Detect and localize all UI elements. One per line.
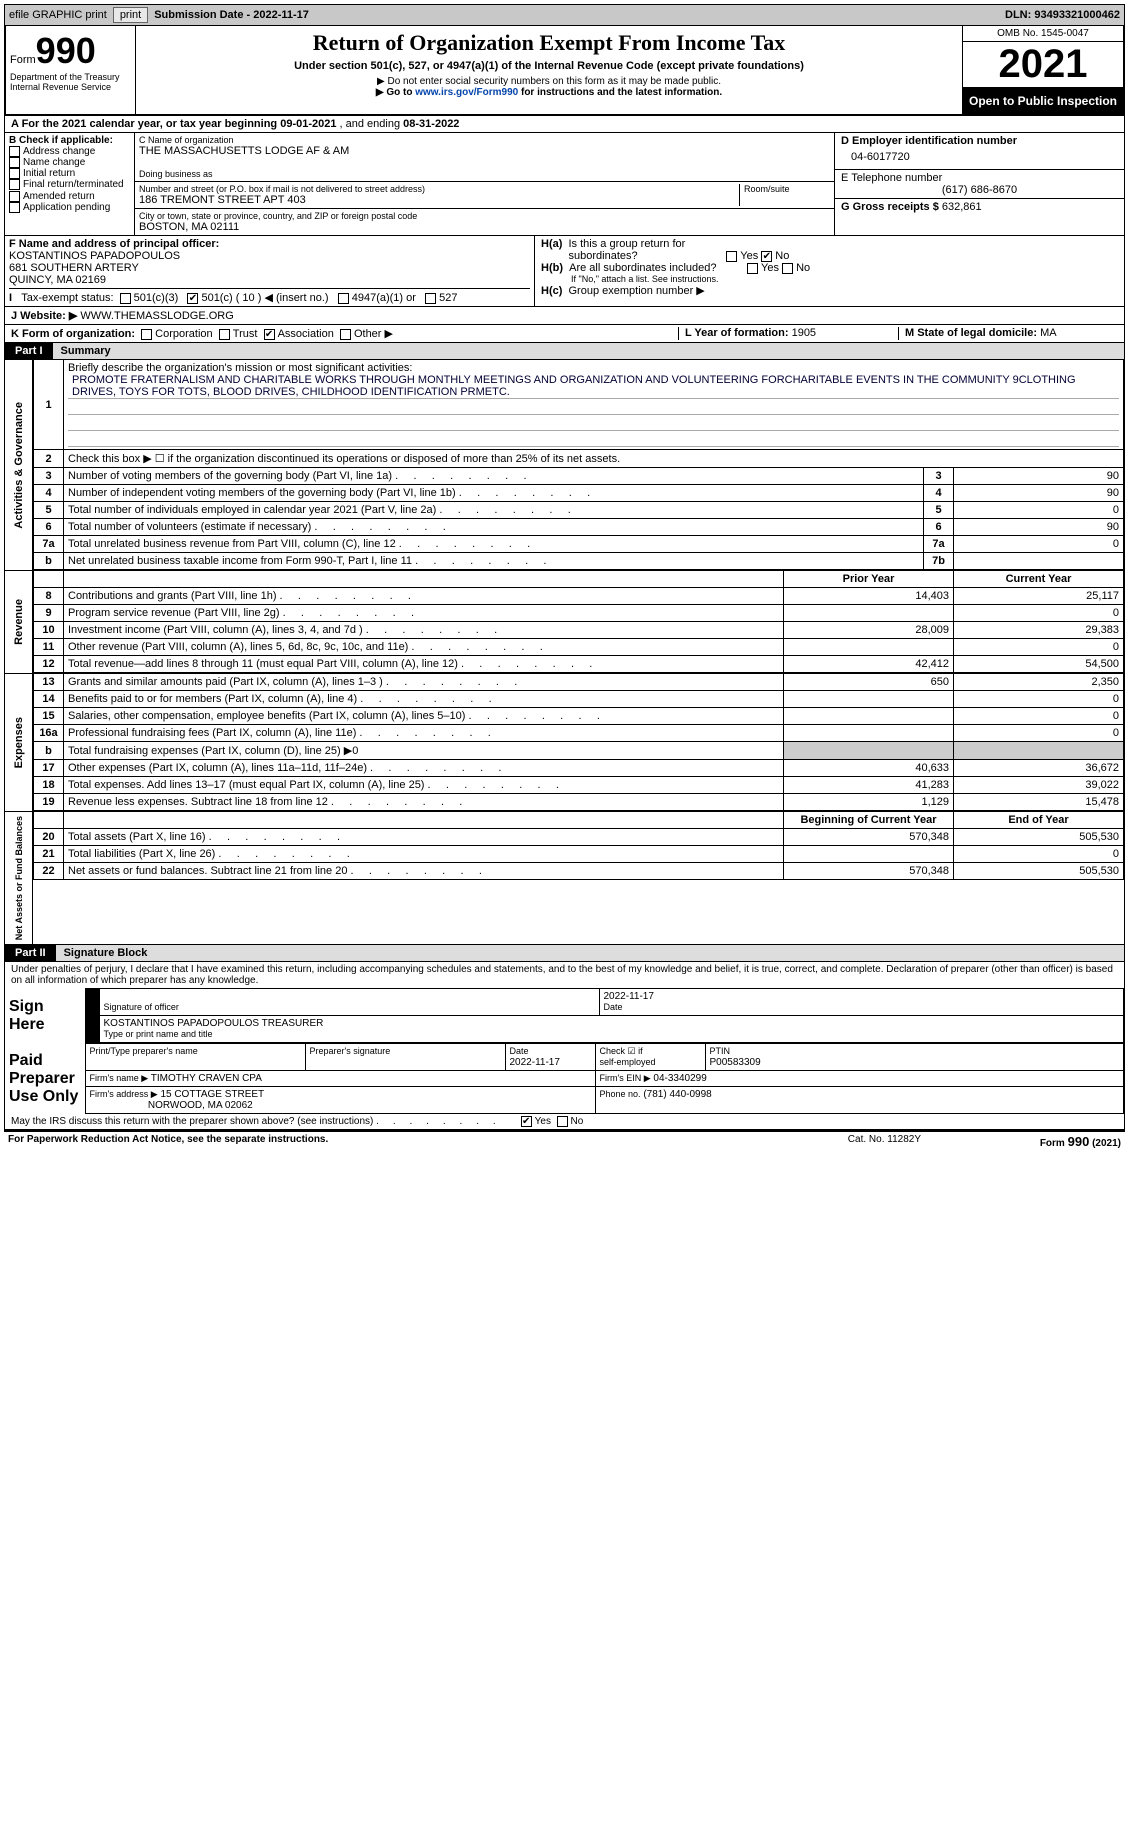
side-expenses: Expenses <box>13 713 25 772</box>
efile-label: efile GRAPHIC print <box>9 9 107 21</box>
top-toolbar: efile GRAPHIC print print Submission Dat… <box>4 4 1125 26</box>
b-checkbox[interactable] <box>9 202 20 213</box>
tax-exempt-line: I Tax-exempt status: 501(c)(3) 501(c) ( … <box>9 288 530 304</box>
side-revenue: Revenue <box>13 595 25 649</box>
submission-date-label: Submission Date - 2022-11-17 <box>154 9 309 21</box>
arrow-icon <box>85 989 99 1043</box>
street-label: Number and street (or P.O. box if mail i… <box>139 184 735 194</box>
phone-value: (617) 686-8670 <box>841 184 1118 196</box>
side-net: Net Assets or Fund Balances <box>14 812 24 944</box>
firm-ein: 04-3340299 <box>653 1073 706 1084</box>
city-label: City or town, state or province, country… <box>139 211 830 221</box>
open-inspection: Open to Public Inspection <box>963 88 1123 114</box>
mission-label: Briefly describe the organization's miss… <box>68 362 412 374</box>
subtitle-1: Under section 501(c), 527, or 4947(a)(1)… <box>140 60 958 72</box>
print-button[interactable]: print <box>113 7 148 23</box>
hb-no[interactable] <box>782 263 793 274</box>
firm-addr: 15 COTTAGE STREET <box>160 1089 264 1100</box>
dept-label: Department of the Treasury <box>10 72 131 82</box>
part1-header: Part ISummary <box>4 343 1125 360</box>
assoc-checkbox[interactable] <box>264 329 275 340</box>
b-checkbox[interactable] <box>9 179 20 190</box>
receipts-label: G Gross receipts $ <box>841 201 939 213</box>
phone-label: E Telephone number <box>841 172 942 184</box>
527-checkbox[interactable] <box>425 293 436 304</box>
suite-label: Room/suite <box>740 184 830 206</box>
org-name: THE MASSACHUSETTS LODGE AF & AM <box>139 145 830 157</box>
prep-date: 2022-11-17 <box>510 1057 560 1068</box>
tax-year: 2021 <box>963 42 1123 88</box>
domicile-state: MA <box>1040 327 1057 339</box>
discuss-yes[interactable] <box>521 1116 532 1127</box>
form-word: Form <box>10 54 36 66</box>
mission-text: PROMOTE FRATERNALISM AND CHARITABLE WORK… <box>68 374 1119 399</box>
dln-label: DLN: 93493321000462 <box>1005 9 1120 21</box>
ein-value: 04-6017720 <box>841 147 1118 167</box>
501c-checkbox[interactable] <box>187 293 198 304</box>
hb-note: If "No," attach a list. See instructions… <box>541 274 1118 284</box>
trust-checkbox[interactable] <box>219 329 230 340</box>
page-footer: For Paperwork Reduction Act Notice, see … <box>4 1130 1125 1151</box>
subtitle-3: ▶ Go to www.irs.gov/Form990 for instruct… <box>140 87 958 98</box>
sign-here: Sign Here <box>5 989 85 1043</box>
city: BOSTON, MA 02111 <box>139 221 830 233</box>
other-checkbox[interactable] <box>340 329 351 340</box>
subtitle-2: ▶ Do not enter social security numbers o… <box>140 76 958 87</box>
officer-name: KOSTANTINOS PAPADOPOULOS <box>9 250 530 262</box>
discuss-no[interactable] <box>557 1116 568 1127</box>
irs-label: Internal Revenue Service <box>10 82 131 92</box>
form-title: Return of Organization Exempt From Incom… <box>140 30 958 56</box>
part2-header: Part IISignature Block <box>4 945 1125 962</box>
ha-yes[interactable] <box>726 251 737 262</box>
cat-no: Cat. No. 11282Y <box>848 1134 921 1149</box>
firm-phone: (781) 440-0998 <box>643 1089 711 1100</box>
b-checkbox[interactable] <box>9 157 20 168</box>
b-header: B Check if applicable: <box>9 135 113 146</box>
dba-label: Doing business as <box>139 169 830 179</box>
street: 186 TREMONT STREET APT 403 <box>139 194 735 206</box>
form-header: Form990 Department of the Treasury Inter… <box>4 26 1125 116</box>
4947-checkbox[interactable] <box>338 293 349 304</box>
corp-checkbox[interactable] <box>141 329 152 340</box>
b-checkbox[interactable] <box>9 191 20 202</box>
form-number: 990 <box>36 30 96 71</box>
website-line: J Website: ▶ WWW.THEMASSLODGE.ORG <box>4 307 1125 325</box>
hb-yes[interactable] <box>747 263 758 274</box>
officer-addr2: QUINCY, MA 02169 <box>9 274 530 286</box>
section-b-to-g: B Check if applicable: Address changeNam… <box>4 133 1125 236</box>
irs-link[interactable]: www.irs.gov/Form990 <box>415 87 518 98</box>
ein-label: D Employer identification number <box>841 135 1017 147</box>
sig-officer-label: Signature of officer <box>104 1002 179 1012</box>
side-governance: Activities & Governance <box>13 398 25 533</box>
k-l-m-line: K Form of organization: Corporation Trus… <box>4 325 1125 343</box>
ha-no[interactable] <box>761 251 772 262</box>
officer-sig-name: KOSTANTINOS PAPADOPOULOS TREASURER <box>104 1018 324 1029</box>
paid-preparer: Paid Preparer Use Only <box>5 1044 85 1114</box>
firm-name: TIMOTHY CRAVEN CPA <box>151 1073 262 1084</box>
501c3-checkbox[interactable] <box>120 293 131 304</box>
formation-year: 1905 <box>792 327 816 339</box>
officer-addr1: 681 SOUTHERN ARTERY <box>9 262 530 274</box>
discuss-line: May the IRS discuss this return with the… <box>5 1114 1124 1129</box>
omb-number: OMB No. 1545-0047 <box>963 26 1123 42</box>
b-checkbox[interactable] <box>9 168 20 179</box>
officer-section: F Name and address of principal officer:… <box>4 236 1125 307</box>
website-value: WWW.THEMASSLODGE.ORG <box>77 310 233 322</box>
sig-date: 2022-11-17 <box>604 991 654 1002</box>
tax-year-line: A For the 2021 calendar year, or tax yea… <box>4 116 1125 133</box>
org-name-label: C Name of organization <box>139 135 830 145</box>
b-checkbox[interactable] <box>9 146 20 157</box>
ptin: P00583309 <box>710 1057 761 1068</box>
declaration-text: Under penalties of perjury, I declare th… <box>5 962 1124 988</box>
line2-text: Check this box ▶ ☐ if the organization d… <box>64 450 1124 468</box>
officer-label: F Name and address of principal officer: <box>9 238 219 250</box>
receipts-value: 632,861 <box>942 201 982 213</box>
